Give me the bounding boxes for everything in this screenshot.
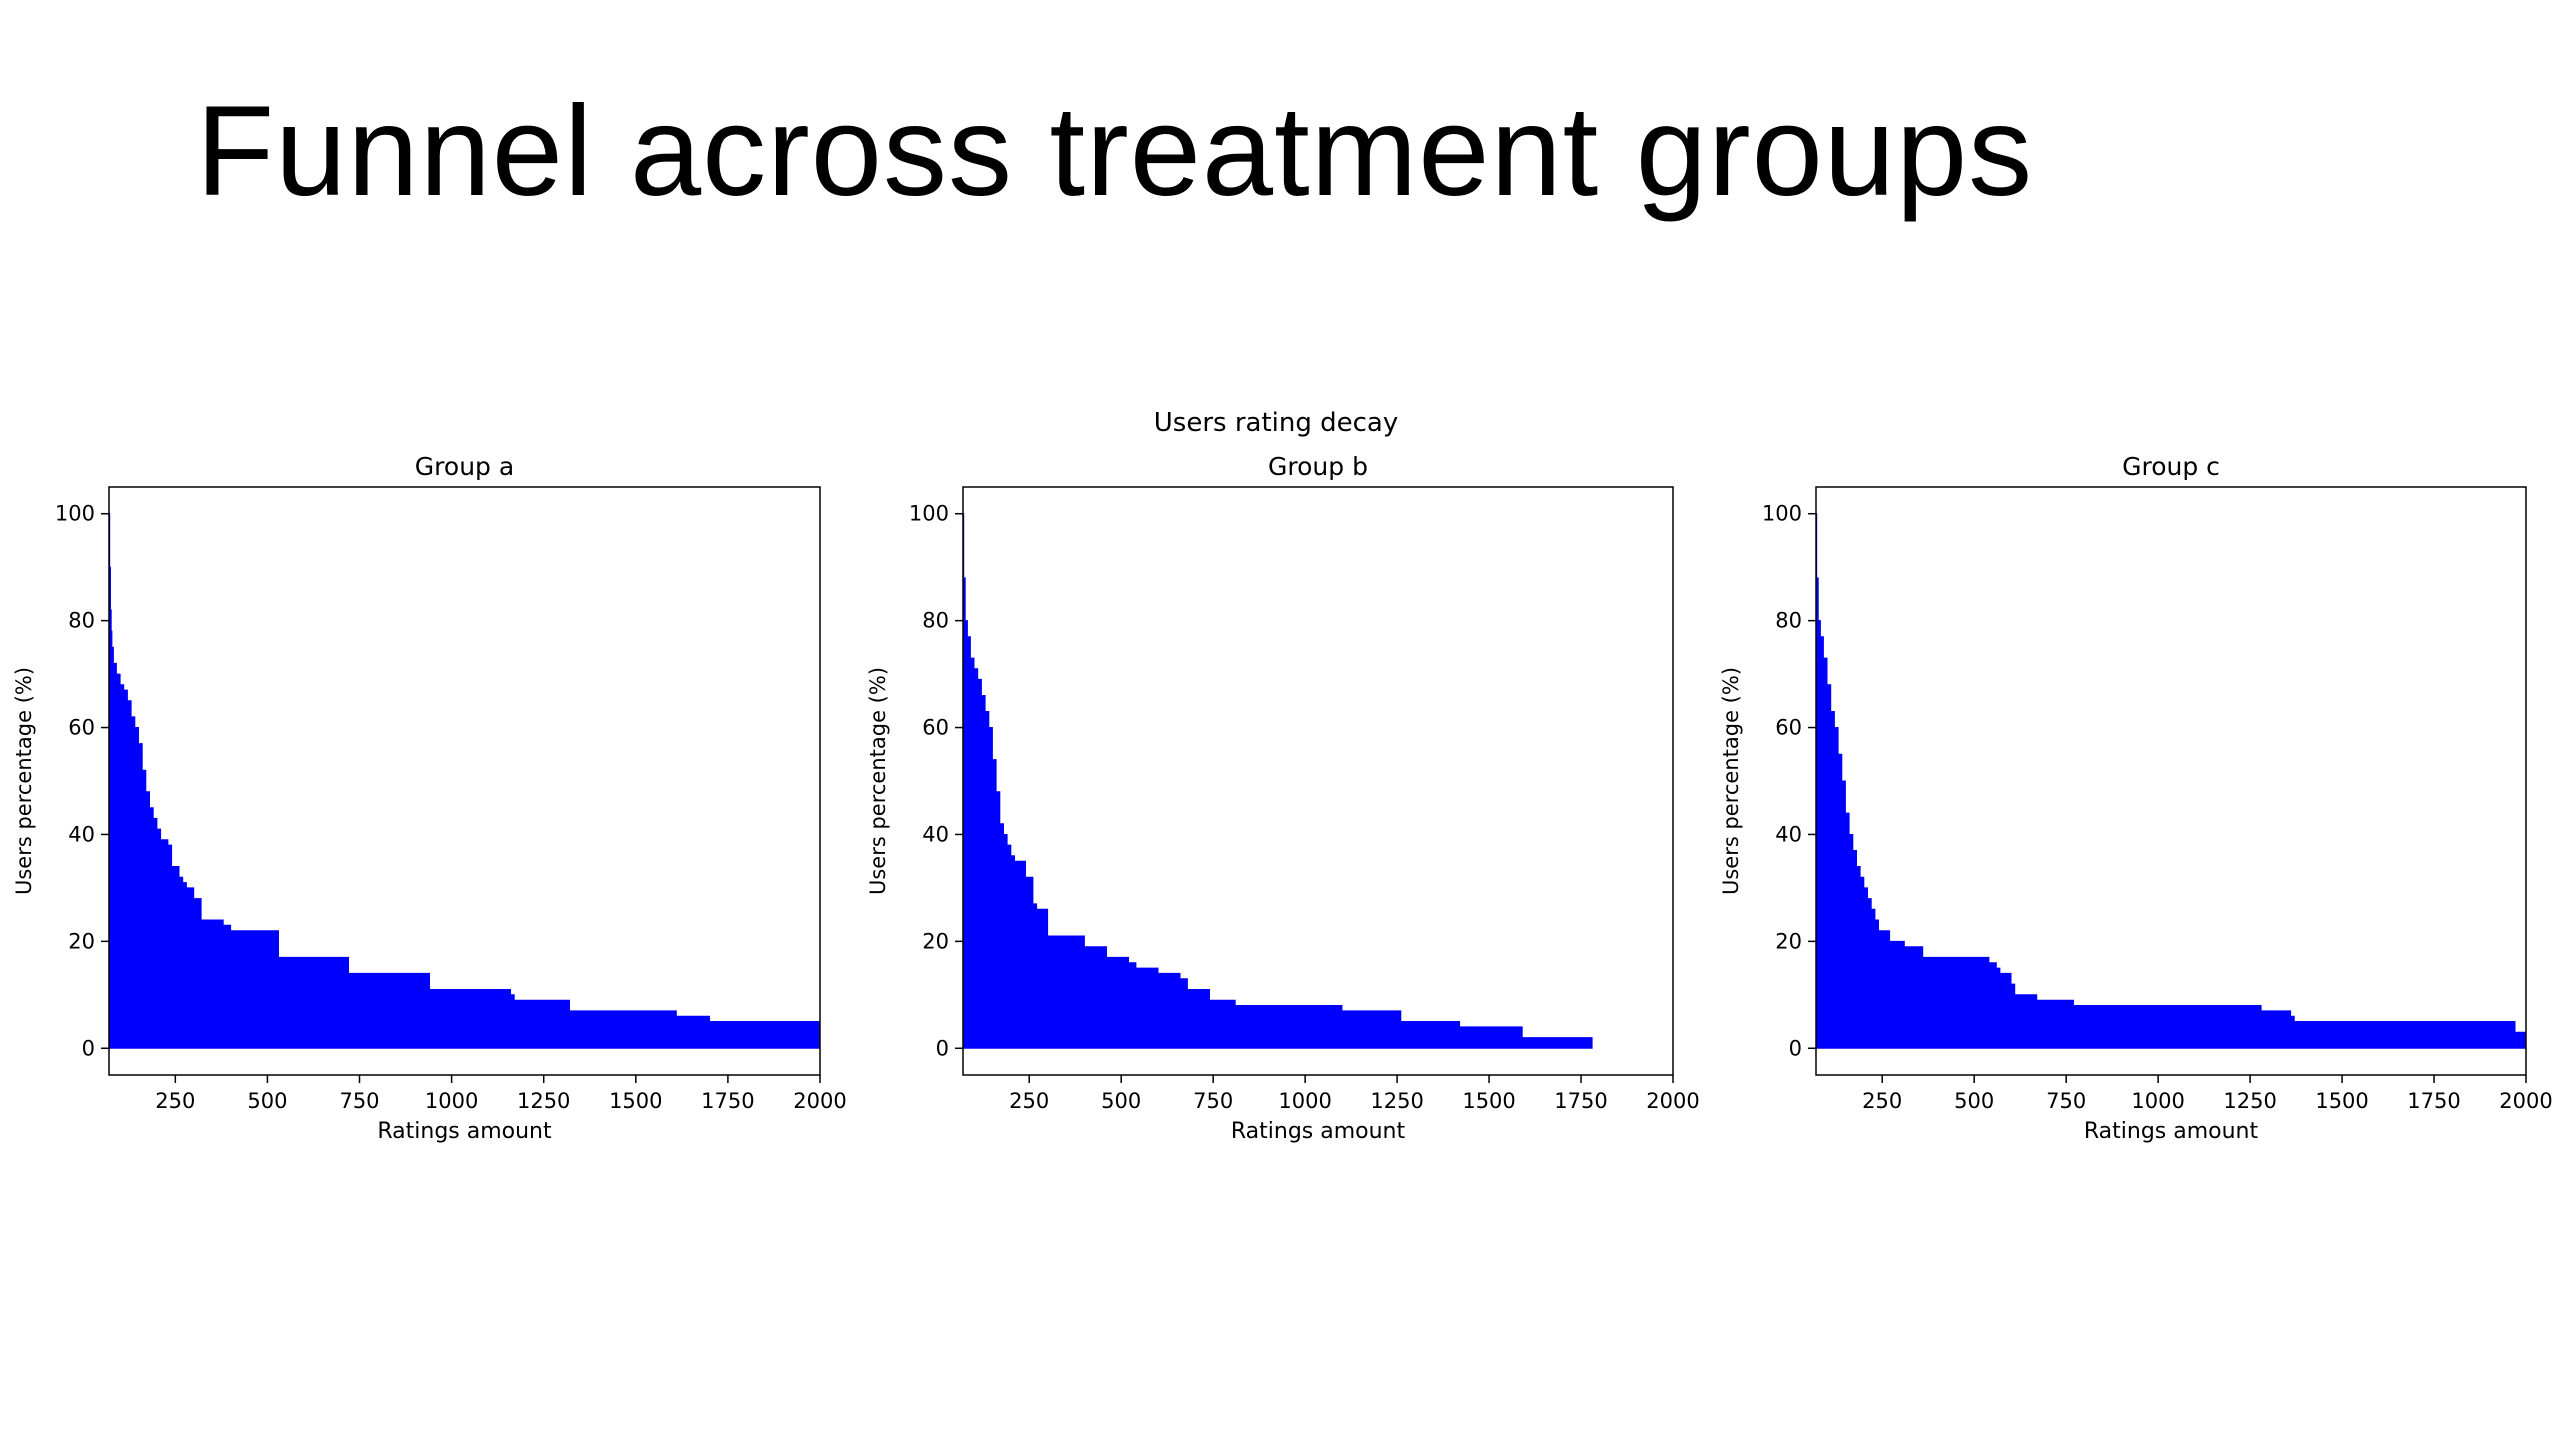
x-tick-label: 1750 — [1554, 1089, 1607, 1113]
y-axis-label: Users percentage (%) — [866, 667, 890, 895]
y-tick-label: 80 — [68, 609, 95, 633]
axes-frame — [108, 486, 821, 1076]
figure-suptitle: Users rating decay — [1154, 408, 1398, 438]
y-tick-label: 100 — [909, 502, 949, 526]
x-tick-label: 1500 — [1462, 1089, 1515, 1113]
y-tick-label: 20 — [922, 929, 949, 953]
x-axis-label: Ratings amount — [1231, 1119, 1406, 1144]
x-tick-label: 500 — [1954, 1089, 1994, 1113]
chart-panel-2: 250 500 750 1000 1250 1500 1750 2000 0 20 40 60 80 10… — [866, 452, 1700, 1144]
x-tick-label: 1500 — [609, 1089, 662, 1113]
x-tick-label: 1000 — [1278, 1089, 1331, 1113]
x-tick-label: 750 — [1193, 1089, 1233, 1113]
x-tick-label: 750 — [339, 1089, 379, 1113]
chart-panel-1: 250 500 750 1000 1250 1500 1750 2000 0 20 40 60 80 10… — [12, 452, 847, 1144]
y-tick-label: 80 — [922, 609, 949, 633]
x-tick-label: 250 — [1009, 1089, 1049, 1113]
y-tick-label: 0 — [82, 1036, 95, 1060]
x-tick-label: 750 — [2046, 1089, 2086, 1113]
y-axis-label: Users percentage (%) — [12, 667, 36, 895]
x-tick-label: 1000 — [425, 1089, 478, 1113]
y-tick-label: 40 — [922, 822, 949, 846]
area-series-1 — [1815, 513, 2527, 1049]
panel-title: Group a — [415, 452, 514, 481]
area-series-1 — [108, 513, 821, 1049]
y-axis-label: Users percentage (%) — [1719, 667, 1743, 895]
y-tick-label: 60 — [1775, 716, 1802, 740]
x-axis-label: Ratings amount — [377, 1119, 552, 1144]
axes-frame — [962, 486, 1674, 1076]
y-tick-label: 20 — [68, 929, 95, 953]
x-tick-label: 250 — [1862, 1089, 1902, 1113]
x-tick-label: 500 — [1101, 1089, 1141, 1113]
y-tick-label: 40 — [1775, 822, 1802, 846]
y-tick-label: 40 — [68, 822, 95, 846]
slide-title: Funnel across treatment groups — [196, 80, 2034, 223]
y-tick-label: 60 — [922, 716, 949, 740]
x-tick-label: 250 — [155, 1089, 195, 1113]
x-tick-label: 500 — [247, 1089, 287, 1113]
y-tick-label: 80 — [1775, 609, 1802, 633]
x-tick-label: 1750 — [701, 1089, 754, 1113]
x-tick-label: 1250 — [1370, 1089, 1423, 1113]
x-tick-label: 1500 — [2315, 1089, 2368, 1113]
x-tick-label: 1250 — [2223, 1089, 2276, 1113]
y-tick-label: 20 — [1775, 929, 1802, 953]
axes-frame — [1815, 486, 2527, 1076]
chart-panel-3: 250 500 750 1000 1250 1500 1750 2000 0 20 40 60 80 10… — [1719, 452, 2553, 1144]
y-tick-label: 100 — [55, 502, 95, 526]
panel-title: Group b — [1268, 452, 1368, 481]
x-tick-label: 2000 — [1646, 1089, 1699, 1113]
y-tick-label: 100 — [1762, 502, 1802, 526]
y-tick-label: 60 — [68, 716, 95, 740]
x-tick-label: 1250 — [517, 1089, 570, 1113]
x-tick-label: 2000 — [2499, 1089, 2552, 1113]
y-tick-label: 0 — [936, 1036, 949, 1060]
x-tick-label: 1750 — [2407, 1089, 2460, 1113]
y-tick-label: 0 — [1789, 1036, 1802, 1060]
x-tick-label: 1000 — [2131, 1089, 2184, 1113]
x-axis-label: Ratings amount — [2084, 1119, 2259, 1144]
x-tick-label: 2000 — [793, 1089, 846, 1113]
area-series-1 — [962, 513, 1593, 1049]
panel-title: Group c — [2122, 452, 2220, 481]
